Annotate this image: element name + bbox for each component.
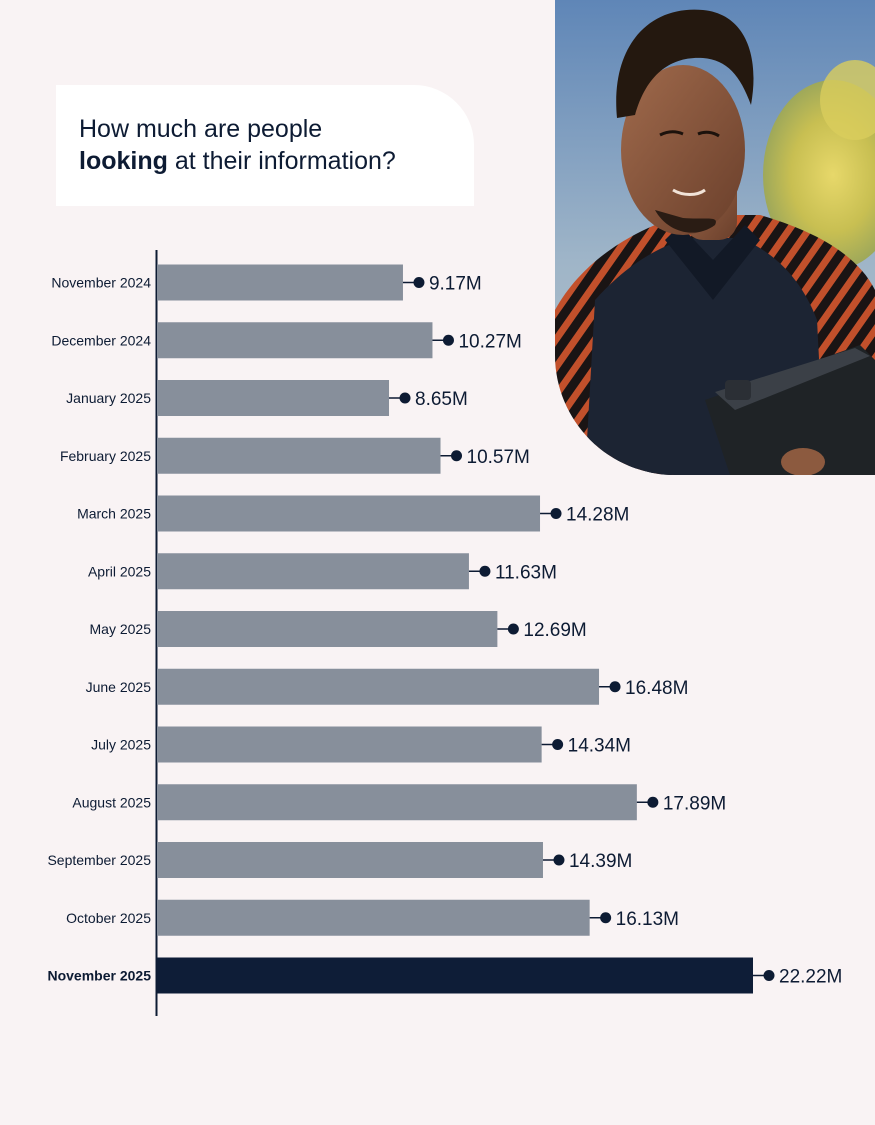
bar-row: 22.22M November 2025	[47, 957, 842, 994]
title-emphasis: looking	[79, 147, 168, 175]
category-label: October 2025	[66, 910, 151, 926]
bar	[157, 380, 390, 416]
title-line-2: looking at their information?	[79, 145, 474, 177]
value-dot	[600, 912, 612, 924]
bar-row: 9.17M November 2024	[51, 264, 482, 301]
bar-row: 14.39M September 2025	[47, 842, 632, 878]
beard	[655, 210, 716, 233]
title-card: How much are people looking at their inf…	[56, 85, 474, 206]
value-dot	[647, 796, 659, 808]
value-label: 16.13M	[616, 909, 679, 930]
bar	[157, 784, 637, 821]
smile	[672, 188, 706, 196]
category-label: July 2025	[91, 737, 151, 753]
bar	[157, 264, 403, 301]
category-label: February 2025	[60, 448, 151, 464]
shirt-collar	[665, 225, 760, 300]
tree-top	[820, 60, 875, 140]
value-dot	[550, 508, 562, 519]
title-rest: at their information?	[167, 147, 396, 175]
left-eye	[659, 130, 684, 137]
value-dot	[442, 334, 454, 346]
bar	[157, 495, 541, 532]
value-label: 11.63M	[495, 562, 557, 583]
bar-row: 16.13M October 2025	[66, 899, 679, 936]
person-with-tablet-photo	[555, 0, 875, 475]
value-label: 17.89M	[663, 793, 726, 814]
bar	[157, 726, 542, 763]
bar-row: 14.34M July 2025	[91, 726, 631, 763]
right-eye	[697, 130, 720, 138]
category-label: January 2025	[66, 390, 151, 406]
category-label: November 2024	[51, 275, 151, 291]
bar	[157, 611, 498, 647]
value-dot	[552, 739, 564, 750]
value-dot	[399, 392, 411, 404]
bar-row: 8.65M January 2025	[66, 380, 468, 416]
value-label: 8.65M	[415, 389, 468, 410]
value-dot	[609, 681, 621, 693]
bar	[157, 553, 469, 590]
title-line-1: How much are people	[79, 115, 323, 143]
bar	[157, 322, 433, 359]
photo-illustration	[555, 0, 875, 475]
category-label: June 2025	[86, 679, 152, 695]
hand	[781, 448, 825, 475]
value-label: 22.22M	[779, 967, 842, 988]
category-label: December 2024	[51, 332, 151, 348]
category-label: September 2025	[47, 852, 151, 868]
bar-row: 12.69M May 2025	[90, 611, 587, 647]
category-label: May 2025	[90, 621, 152, 637]
value-dot	[763, 970, 775, 981]
hair	[616, 9, 754, 118]
value-label: 14.39M	[569, 851, 632, 872]
bar	[157, 899, 590, 936]
bar-row: 14.28M March 2025	[77, 495, 629, 532]
bar-row: 10.57M February 2025	[60, 437, 530, 474]
value-label: 10.27M	[458, 331, 521, 352]
value-label: 10.57M	[467, 447, 530, 468]
bar	[157, 957, 753, 994]
tablet-camera	[725, 380, 751, 400]
tablet-case	[705, 345, 875, 475]
bar	[157, 842, 543, 878]
bar	[157, 437, 441, 474]
value-dot	[553, 854, 565, 866]
value-dot	[507, 623, 519, 635]
bar-row: 17.89M August 2025	[72, 784, 726, 821]
bar-row: 16.48M June 2025	[86, 668, 688, 705]
value-label: 16.48M	[625, 678, 688, 699]
bars-layer: 9.17M November 2024 10.27M December 2024 8.6…	[47, 264, 842, 994]
value-label: 14.34M	[568, 736, 631, 757]
value-dot	[479, 565, 491, 577]
face	[621, 65, 745, 235]
value-label: 9.17M	[429, 274, 482, 295]
category-label: November 2025	[47, 968, 151, 984]
category-label: March 2025	[77, 506, 151, 522]
bar-row: 11.63M April 2025	[88, 553, 557, 590]
bar-row: 10.27M December 2024	[51, 322, 522, 359]
category-label: August 2025	[72, 794, 151, 810]
category-label: April 2025	[88, 563, 151, 579]
bar	[157, 668, 600, 705]
tablet-edge	[715, 348, 870, 410]
value-dot	[451, 450, 463, 462]
value-label: 12.69M	[523, 620, 586, 641]
value-dot	[413, 277, 425, 288]
value-label: 14.28M	[566, 505, 629, 526]
